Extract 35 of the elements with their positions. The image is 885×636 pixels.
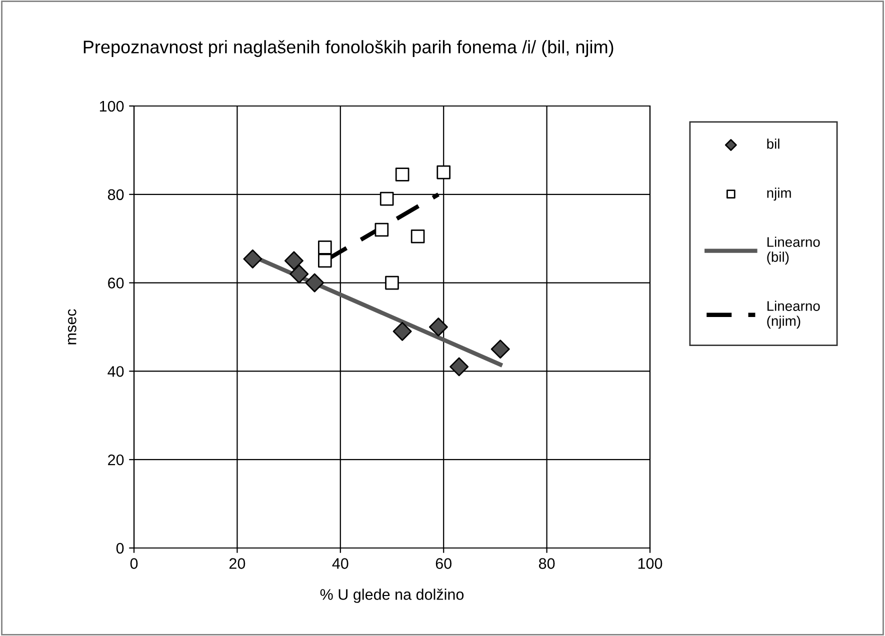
point <box>392 322 412 341</box>
point <box>243 249 262 268</box>
point <box>490 340 510 359</box>
legend-label: njim <box>767 188 791 201</box>
chart-title: Prepoznavnost pri naglašenih fonoloških parih fonema /i/ (bil, njim) <box>84 40 614 57</box>
x-tick-label: 100 <box>638 558 662 569</box>
x-tick-label: 0 <box>130 558 138 569</box>
x-axis-title: % U glede na dolžino <box>320 588 464 603</box>
point <box>305 273 324 292</box>
point <box>436 165 451 180</box>
point <box>318 240 332 254</box>
y-tick-label: 40 <box>108 366 124 377</box>
y-axis-title: msec <box>68 309 76 344</box>
point <box>450 357 469 376</box>
point <box>385 276 399 290</box>
y-tick-label: 100 <box>100 100 124 112</box>
point <box>284 251 304 270</box>
x-tick-label: 20 <box>229 558 246 569</box>
x-tick-label: 60 <box>436 558 452 569</box>
point <box>410 229 425 244</box>
y-tick-label: 20 <box>108 454 124 466</box>
point <box>380 192 394 206</box>
point <box>318 254 332 268</box>
x-tick-label: 80 <box>538 558 555 569</box>
legend-label: Linearno (njim) <box>767 300 820 329</box>
point <box>290 264 309 284</box>
y-tick-label: 60 <box>108 278 124 288</box>
y-tick-label: 80 <box>108 189 124 200</box>
legend-label: Linearno (bil) <box>767 236 820 265</box>
point <box>374 222 389 237</box>
point <box>428 318 448 336</box>
legend-label: bil <box>767 138 780 149</box>
x-tick-label: 40 <box>332 558 348 569</box>
y-tick-label: 0 <box>116 542 124 554</box>
point <box>395 168 410 182</box>
